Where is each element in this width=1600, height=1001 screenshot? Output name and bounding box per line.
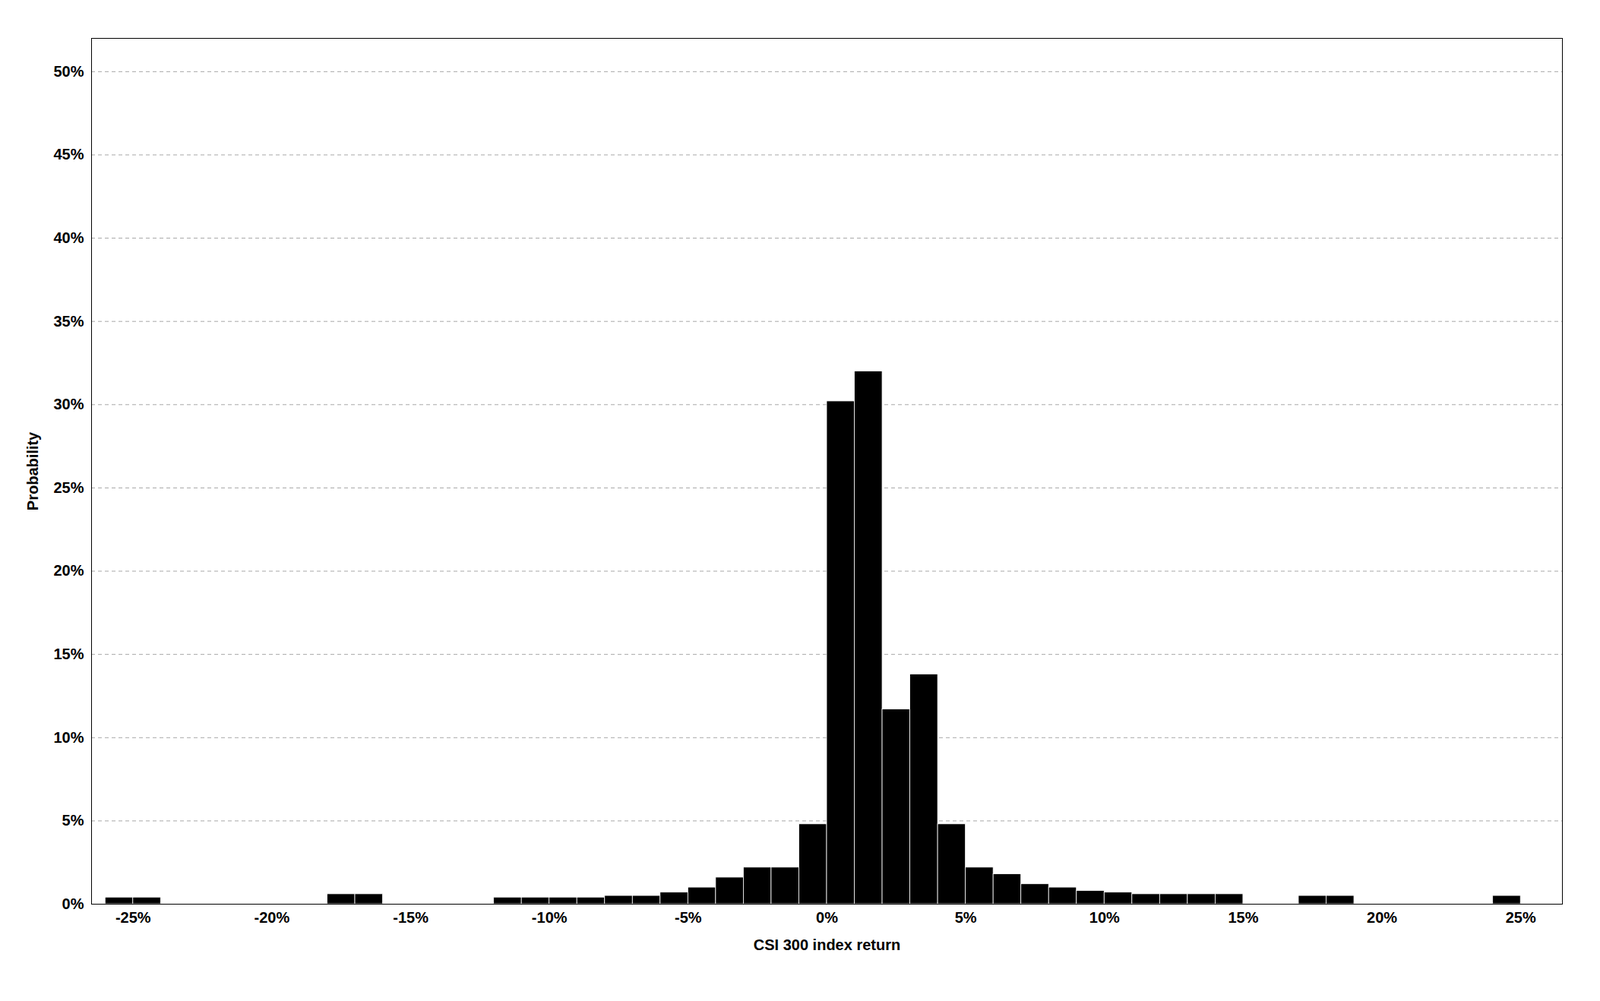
svg-text:15%: 15% bbox=[53, 645, 84, 663]
svg-text:5%: 5% bbox=[62, 812, 85, 829]
svg-text:CSI 300 index return: CSI 300 index return bbox=[753, 936, 901, 954]
svg-text:10%: 10% bbox=[53, 729, 84, 747]
svg-text:-25%: -25% bbox=[115, 909, 152, 927]
svg-text:-10%: -10% bbox=[531, 909, 568, 927]
svg-text:0%: 0% bbox=[62, 895, 85, 913]
svg-text:-20%: -20% bbox=[254, 909, 291, 927]
svg-text:-15%: -15% bbox=[392, 909, 429, 927]
svg-text:0%: 0% bbox=[815, 909, 838, 927]
svg-text:30%: 30% bbox=[53, 395, 84, 413]
svg-text:25%: 25% bbox=[53, 479, 84, 497]
svg-text:5%: 5% bbox=[954, 909, 978, 927]
svg-text:10%: 10% bbox=[1089, 909, 1120, 927]
svg-text:-5%: -5% bbox=[674, 909, 702, 927]
svg-text:40%: 40% bbox=[53, 229, 84, 247]
svg-text:35%: 35% bbox=[53, 313, 84, 330]
svg-text:20%: 20% bbox=[53, 562, 84, 579]
svg-text:45%: 45% bbox=[53, 145, 84, 163]
svg-text:50%: 50% bbox=[53, 63, 84, 80]
svg-text:20%: 20% bbox=[1366, 909, 1398, 927]
svg-text:Probability: Probability bbox=[24, 431, 42, 511]
svg-text:15%: 15% bbox=[1227, 909, 1259, 927]
svg-text:25%: 25% bbox=[1505, 909, 1537, 927]
